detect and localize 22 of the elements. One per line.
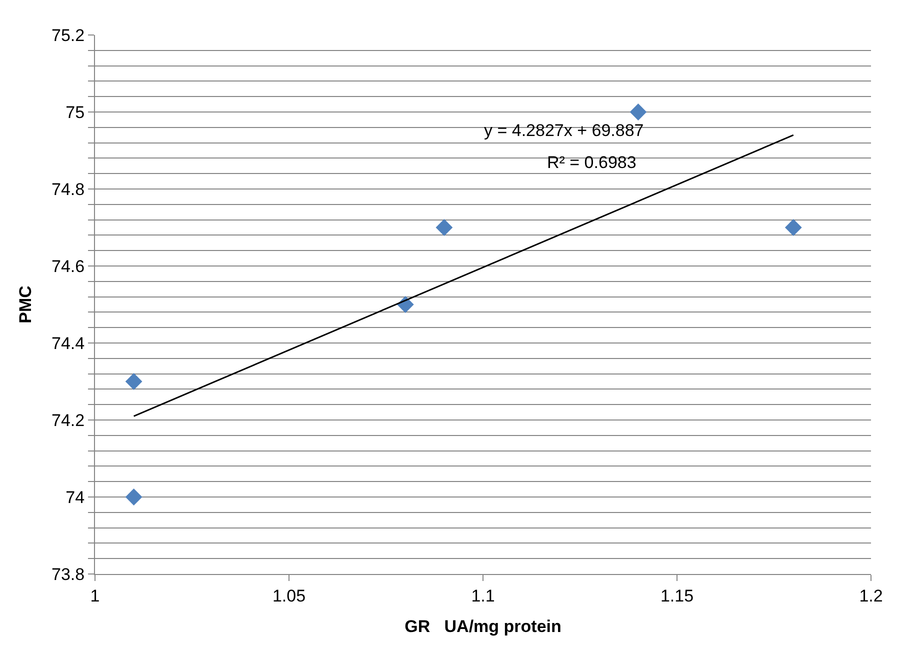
point bbox=[125, 488, 142, 506]
x-tick-label: 1.2 bbox=[859, 586, 883, 606]
point bbox=[125, 373, 142, 390]
x-tick-label: 1.05 bbox=[272, 586, 306, 606]
x-tick-label: 1.1 bbox=[471, 586, 495, 606]
point bbox=[436, 219, 453, 236]
y-tick-label: 74 bbox=[66, 488, 85, 507]
point bbox=[630, 104, 647, 120]
y-axis-title: PMC bbox=[16, 286, 36, 324]
annotation: y = 4.2827x + 69.887 bbox=[484, 121, 644, 140]
y-tick-label: 74.4 bbox=[52, 334, 85, 353]
x-tick-label: 1.15 bbox=[660, 586, 694, 606]
y-tick-label: 75 bbox=[66, 102, 85, 122]
y-tick-label: 73.8 bbox=[52, 564, 85, 584]
x-tick-label: 1 bbox=[90, 586, 100, 606]
point bbox=[784, 219, 802, 236]
y-tick-label: 75.2 bbox=[52, 26, 85, 45]
annotation: R² = 0.6983 bbox=[547, 153, 636, 172]
x-axis-title: GR UA/mg protein bbox=[404, 616, 562, 636]
y-tick-label: 74.8 bbox=[52, 180, 85, 199]
y-tick-label: 74.2 bbox=[52, 410, 85, 430]
y-tick-label: 74.6 bbox=[52, 256, 85, 276]
